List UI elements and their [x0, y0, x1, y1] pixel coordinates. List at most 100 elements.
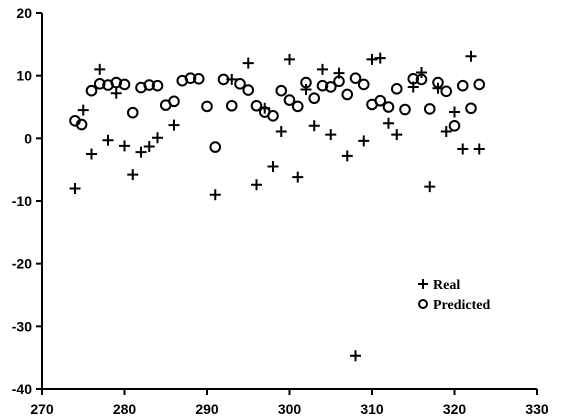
real-point — [119, 140, 130, 152]
axes — [41, 13, 537, 390]
x-tick-label: 280 — [113, 401, 137, 417]
predicted-point — [308, 92, 321, 105]
real-point — [110, 87, 122, 99]
legend: Real Predicted — [418, 278, 490, 313]
predicted-point — [291, 100, 304, 113]
predicted-point — [225, 99, 238, 112]
real-point — [432, 82, 444, 94]
x-tick-label: 290 — [195, 401, 219, 417]
predicted-point — [448, 120, 461, 132]
predicted-point — [390, 83, 403, 95]
predicted-point — [423, 103, 436, 115]
real-point — [350, 350, 361, 362]
predicted-point — [283, 94, 296, 106]
predicted-point — [234, 78, 246, 90]
predicted-point — [126, 106, 139, 119]
y-tick-label: 10 — [16, 68, 32, 84]
real-point — [143, 140, 155, 152]
predicted-point — [75, 118, 88, 131]
real-point — [391, 129, 403, 141]
y-tick-label: -20 — [12, 256, 32, 272]
real-point — [341, 150, 353, 162]
real-point — [374, 52, 386, 64]
x-tick-label: 310 — [360, 401, 384, 417]
real-point — [86, 148, 97, 160]
real-point — [424, 181, 436, 193]
y-tick-label: -30 — [12, 318, 32, 334]
real-point — [102, 134, 114, 146]
predicted-point — [242, 84, 255, 96]
real-point — [440, 125, 452, 137]
real-point — [292, 171, 304, 183]
predicted-point — [201, 100, 213, 113]
predicted-point — [85, 84, 98, 97]
predicted-point — [440, 85, 453, 98]
predicted-point — [184, 72, 197, 84]
predicted-point — [93, 78, 106, 90]
predicted-point — [110, 76, 123, 89]
real-point — [300, 83, 312, 95]
real-point — [407, 81, 419, 93]
real-point — [317, 63, 328, 75]
real-point — [242, 57, 254, 69]
real-point — [94, 63, 106, 75]
real-point — [251, 179, 262, 191]
predicted-point — [192, 73, 205, 85]
predicted-point — [250, 99, 263, 112]
legend-predicted-label: Predicted — [433, 298, 490, 313]
x-tick-label: 330 — [525, 401, 549, 417]
predicted-point — [349, 72, 362, 84]
real-point — [69, 182, 81, 194]
legend-predicted-marker — [418, 299, 428, 309]
legend-real-label: Real — [433, 278, 460, 293]
data-marks — [69, 50, 486, 362]
predicted-point — [341, 88, 354, 101]
predicted-point — [267, 109, 279, 122]
predicted-point — [143, 79, 156, 91]
real-point — [226, 73, 238, 85]
real-point — [152, 132, 163, 144]
real-point — [366, 53, 378, 65]
real-point — [333, 67, 345, 79]
predicted-point — [151, 79, 164, 92]
real-point — [457, 143, 469, 155]
real-point — [473, 143, 485, 155]
predicted-point — [465, 102, 477, 115]
real-point — [416, 67, 427, 79]
predicted-point — [374, 94, 387, 107]
predicted-point — [456, 79, 469, 92]
predicted-point — [118, 78, 131, 91]
real-point — [325, 129, 337, 141]
predicted-point — [382, 101, 395, 113]
predicted-point — [357, 78, 370, 91]
real-point — [209, 189, 221, 201]
real-point — [383, 117, 394, 129]
predicted-point — [399, 103, 411, 116]
real-point — [465, 50, 477, 62]
axis-ticks: 20 10 0 -10 -20 -30 -40 270 280 290 300 310 320 330 — [12, 5, 549, 417]
real-point — [127, 169, 139, 181]
x-tick-label: 320 — [443, 401, 467, 417]
y-tick-label: 0 — [24, 130, 32, 146]
real-point — [259, 102, 271, 114]
real-point — [168, 119, 180, 131]
real-point — [77, 104, 89, 116]
y-tick-label: 20 — [16, 5, 32, 21]
real-point — [308, 120, 320, 132]
predicted-point — [275, 84, 288, 97]
real-point — [358, 135, 370, 147]
predicted-point — [316, 79, 329, 92]
predicted-point — [324, 81, 337, 93]
x-tick-label: 300 — [278, 401, 302, 417]
real-point — [275, 125, 287, 137]
predicted-point — [209, 141, 222, 153]
real-point — [449, 106, 460, 118]
real-point — [267, 161, 279, 173]
y-tick-label: -10 — [12, 193, 32, 209]
x-tick-label: 270 — [30, 401, 54, 417]
predicted-point — [473, 78, 486, 91]
real-point — [135, 146, 147, 158]
legend-real-marker — [418, 279, 428, 289]
predicted-point — [168, 95, 180, 108]
